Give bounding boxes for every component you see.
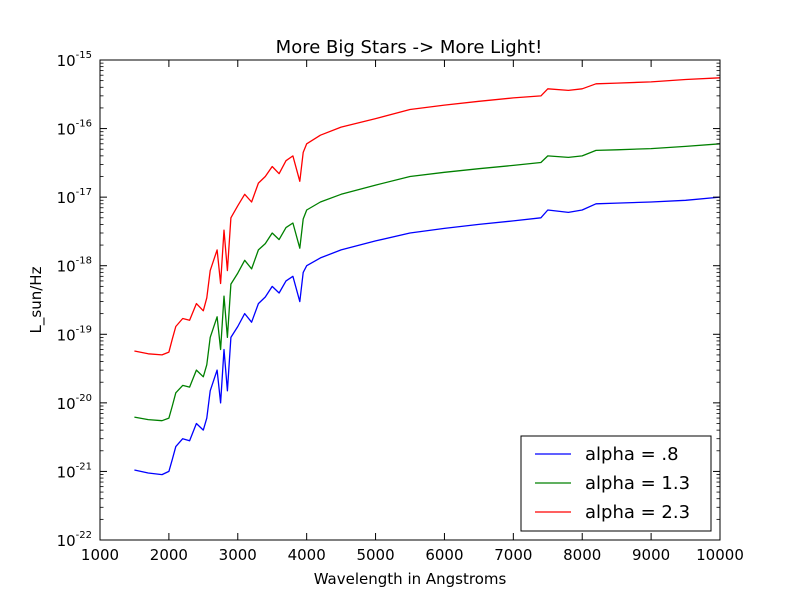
x-tick-label: 2000 bbox=[150, 546, 188, 564]
y-tick-label: 10-20 bbox=[57, 393, 92, 413]
legend-label-1: alpha = .8 bbox=[585, 444, 679, 465]
chart-title: More Big Stars -> More Light! bbox=[276, 37, 543, 58]
x-tick-label: 1000 bbox=[81, 546, 119, 564]
y-tick-label: 10-22 bbox=[57, 530, 92, 550]
y-tick-label: 10-17 bbox=[57, 187, 92, 207]
plot-frame bbox=[99, 59, 721, 541]
plot-area bbox=[134, 77, 721, 476]
legend-label-2: alpha = 1.3 bbox=[585, 473, 690, 494]
y-tick-label: 10-19 bbox=[57, 324, 92, 344]
x-tick-label: 5000 bbox=[356, 546, 394, 564]
x-tick-label: 6000 bbox=[425, 546, 463, 564]
x-tick-label: 3000 bbox=[219, 546, 257, 564]
series-line-2 bbox=[134, 143, 721, 422]
y-tick-label: 10-16 bbox=[57, 119, 92, 139]
series-line-3 bbox=[134, 77, 721, 356]
legend-label-3: alpha = 2.3 bbox=[585, 502, 690, 523]
x-tick-label: 10000 bbox=[696, 546, 744, 564]
y-tick-label: 10-21 bbox=[57, 461, 92, 481]
legend: alpha = .8 alpha = 1.3 alpha = 2.3 bbox=[520, 435, 712, 532]
y-axis-label: L_sun/Hz bbox=[27, 266, 46, 333]
x-axis-label: Wavelength in Angstroms bbox=[314, 570, 507, 588]
y-tick-label: 10-15 bbox=[57, 50, 92, 70]
x-tick-label: 4000 bbox=[288, 546, 326, 564]
x-tick-label: 9000 bbox=[632, 546, 670, 564]
x-tick-label: 8000 bbox=[563, 546, 601, 564]
x-tick-label: 7000 bbox=[494, 546, 532, 564]
series-line-1 bbox=[134, 196, 721, 476]
y-tick-label: 10-18 bbox=[57, 256, 92, 276]
x-axis: 1000 2000 3000 4000 5000 6000 7000 8000 9000 1000… bbox=[81, 60, 744, 564]
y-axis: 10-22 10-21 10-20 10-19 10-18 10-17 10-16 10-15 bbox=[57, 50, 720, 550]
